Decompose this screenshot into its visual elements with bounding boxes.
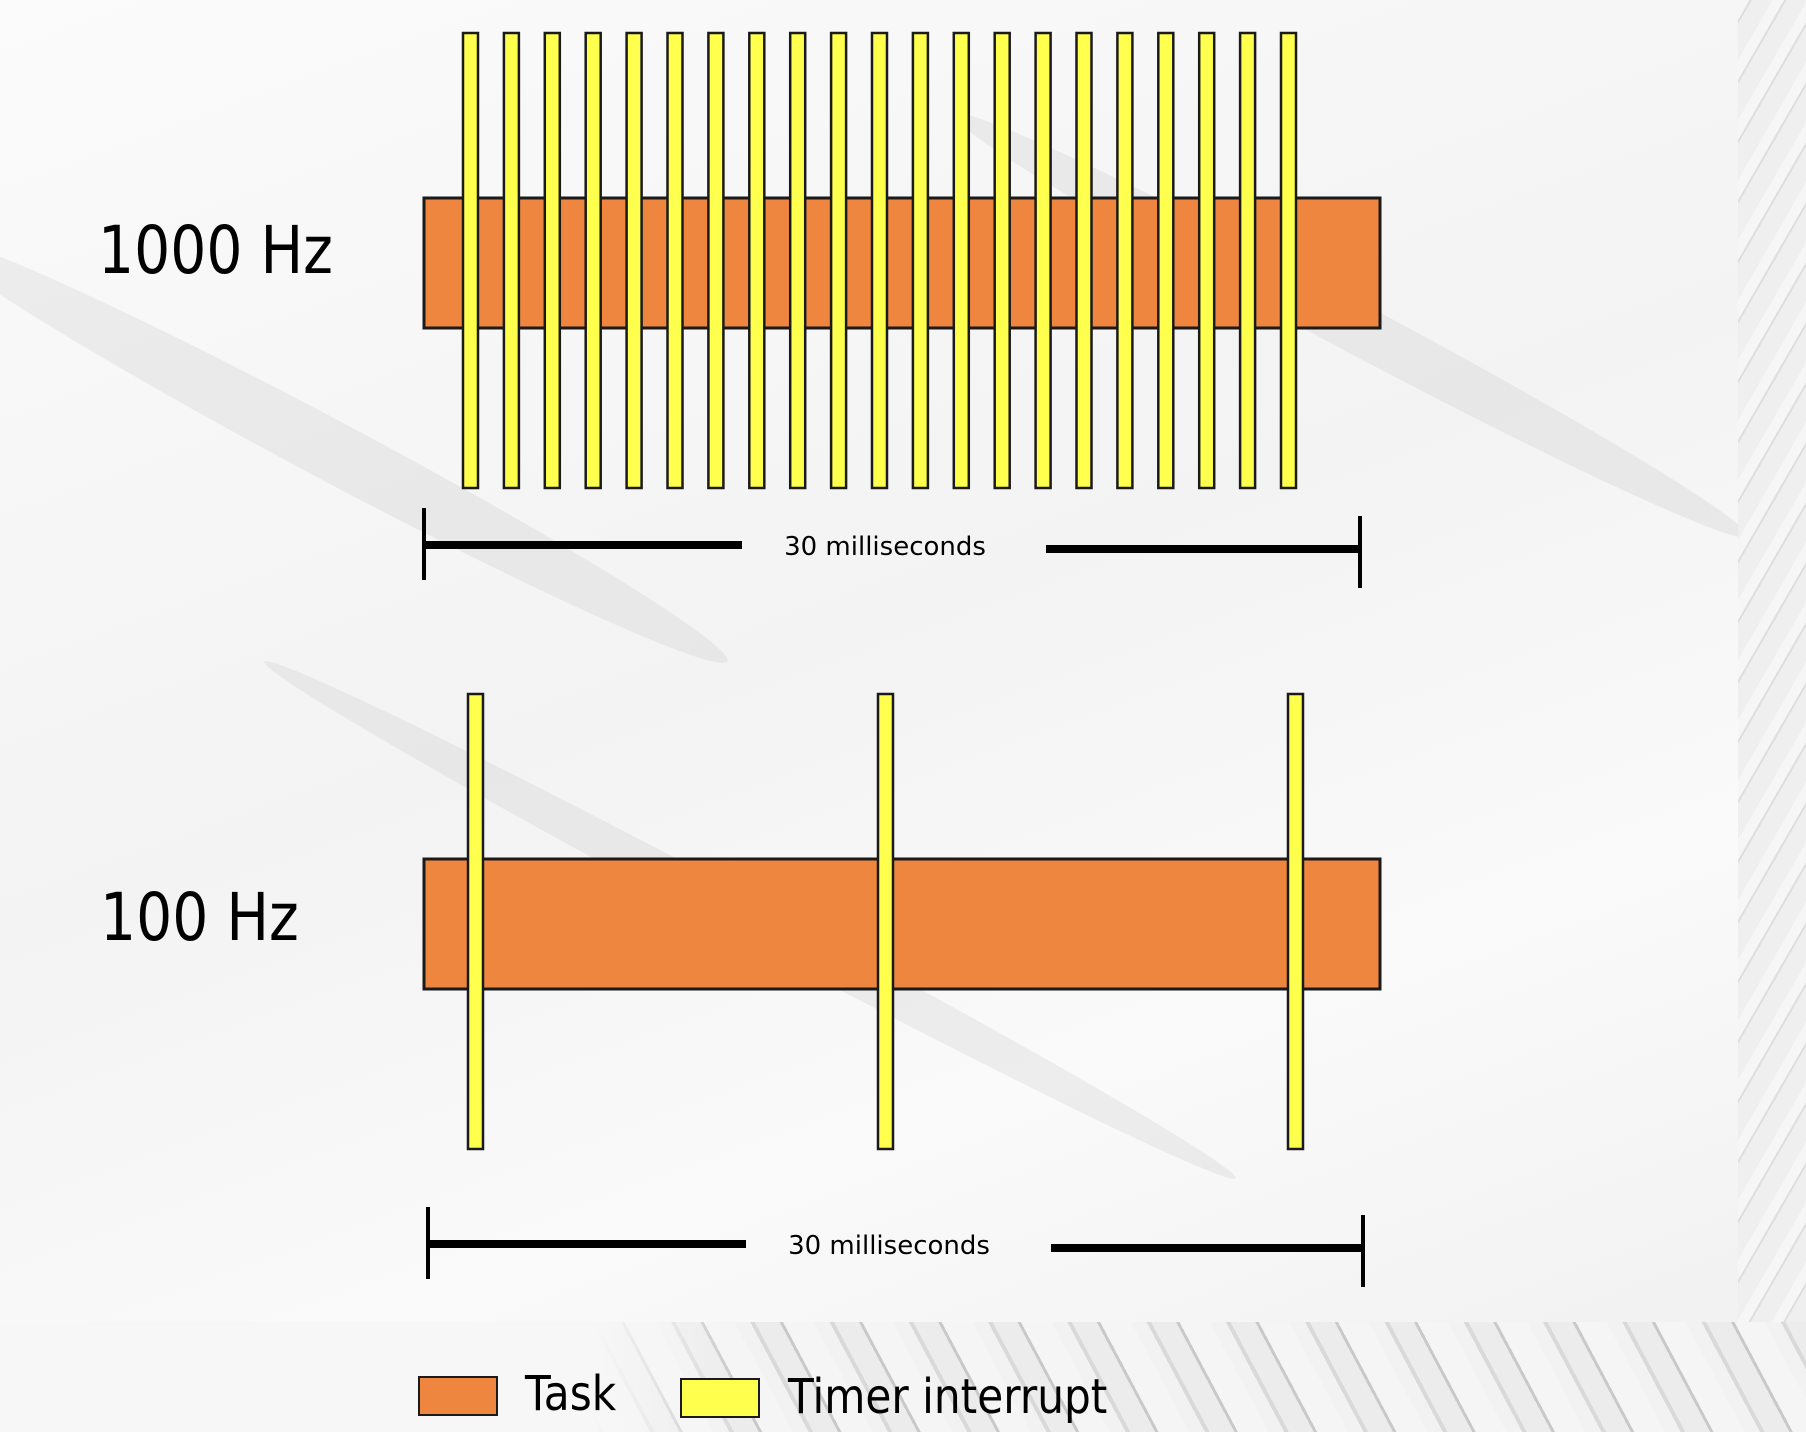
span-label: 30 milliseconds	[788, 1231, 990, 1261]
row-label-1000hz: 1000 Hz	[98, 212, 333, 289]
interrupt-bar	[584, 31, 602, 490]
interrupt-bar	[625, 31, 643, 490]
span-label: 30 milliseconds	[784, 532, 986, 562]
interrupt-bar	[707, 31, 725, 490]
interrupt-bar	[788, 31, 807, 490]
interrupt-bar	[870, 31, 889, 490]
legend-task-swatch	[418, 1376, 498, 1416]
interrupt-bar	[666, 31, 684, 490]
interrupt-bar	[1197, 31, 1216, 490]
span-indicator: 30 milliseconds	[422, 508, 1362, 588]
row-label-100hz: 100 Hz	[100, 879, 299, 956]
interrupt-bar	[993, 31, 1011, 490]
interrupt-bar	[543, 31, 562, 490]
row-100hz: 30 milliseconds	[422, 692, 1382, 1287]
interrupt-group	[466, 692, 1305, 1151]
interrupt-bar	[1279, 31, 1298, 490]
interrupt-bar	[1116, 31, 1134, 490]
interrupt-bar	[466, 692, 485, 1151]
legend-task-label: Task	[525, 1366, 617, 1422]
interrupt-bar	[1286, 692, 1305, 1151]
interrupt-group	[461, 31, 1298, 490]
interrupt-bar	[829, 31, 848, 490]
task-bar	[422, 196, 1382, 330]
background-fade	[0, 1322, 740, 1432]
background-texture	[1738, 0, 1806, 1322]
row-1000hz: 30 milliseconds	[422, 31, 1382, 588]
span-indicator: 30 milliseconds	[426, 1207, 1365, 1287]
interrupt-bar	[1157, 31, 1175, 490]
task-bar	[422, 857, 1382, 991]
interrupt-bar	[911, 31, 930, 490]
interrupt-bar	[952, 31, 971, 490]
interrupt-bar	[876, 692, 895, 1151]
interrupt-bar	[748, 31, 766, 490]
interrupt-bar	[1238, 31, 1257, 490]
interrupt-bar	[502, 31, 521, 490]
interrupt-bar	[461, 31, 480, 490]
interrupt-bar	[1034, 31, 1052, 490]
legend-interrupt-label: Timer interrupt	[788, 1369, 1108, 1425]
legend-interrupt-swatch	[680, 1378, 760, 1418]
interrupt-bar	[1075, 31, 1093, 490]
